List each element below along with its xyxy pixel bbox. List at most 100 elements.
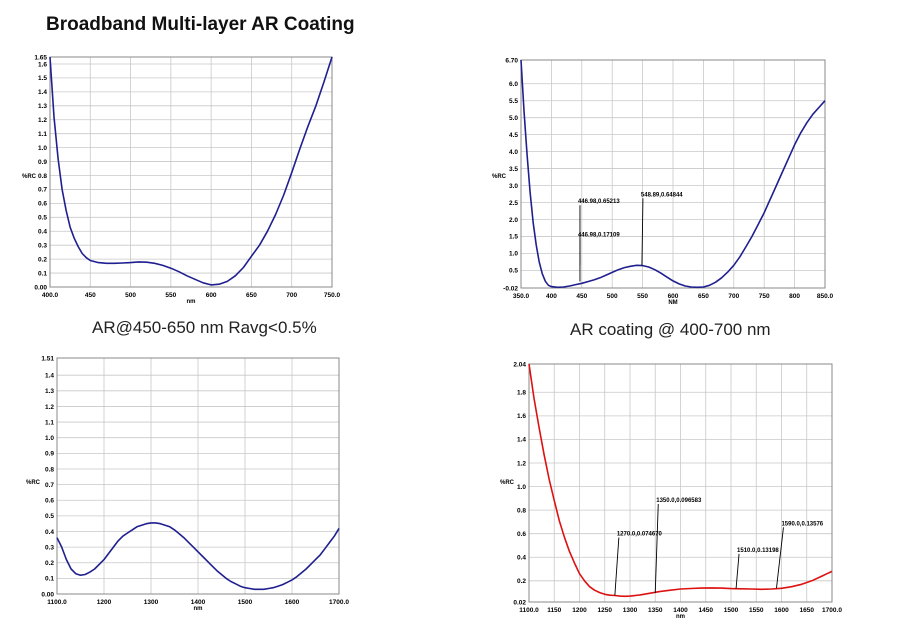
- gridlines: [528, 363, 833, 603]
- y-tick-label: 0.2: [517, 578, 526, 585]
- x-tick-label: 600: [206, 292, 217, 299]
- y-tick-label: 0.00: [41, 591, 54, 598]
- annotation-leader: [614, 537, 620, 596]
- x-tick-label: 650: [698, 293, 709, 300]
- x-tick-label: 550: [165, 292, 176, 299]
- x-tick-label: 1500: [238, 599, 253, 606]
- annotation-leader: [776, 527, 784, 589]
- annotation-label: 446.98,0.65213: [578, 199, 620, 205]
- y-tick-label: 0.00: [34, 284, 47, 291]
- y-tick-label: 0.9: [45, 451, 54, 458]
- y-tick-label: 1.2: [38, 117, 47, 124]
- gridlines: [56, 357, 340, 595]
- y-axis-label: %RC: [22, 174, 37, 180]
- y-axis-label: %RC: [492, 174, 507, 180]
- x-tick-label: 1200: [97, 599, 112, 606]
- x-tick-label: 350.0: [513, 293, 530, 300]
- y-tick-label: 0.2: [45, 560, 54, 567]
- y-tick-label: 0.4: [38, 229, 47, 236]
- x-axis-label: NM: [668, 300, 677, 306]
- y-tick-label: 0.7: [38, 187, 47, 194]
- y-tick-label: 1.51: [41, 355, 54, 362]
- x-tick-label: 1400: [191, 599, 206, 606]
- plot-frame: [520, 59, 826, 289]
- x-tick-label: 850.0: [817, 293, 834, 300]
- x-tick-label: 750: [759, 293, 770, 300]
- y-tick-label: 1.4: [45, 372, 54, 379]
- annotation-label: 548.89,0.64844: [641, 192, 683, 198]
- y-tick-label: 0.1: [38, 270, 47, 277]
- y-tick-label: 1.6: [38, 61, 47, 68]
- y-tick-label: 5.5: [509, 98, 518, 105]
- x-tick-label: 1150: [547, 607, 561, 614]
- x-tick-label: 800: [789, 293, 800, 300]
- x-axis-label: nm: [194, 606, 203, 612]
- annotation-leader: [654, 503, 659, 593]
- reflectance-series-line: [56, 522, 340, 591]
- plot-frame: [49, 56, 333, 288]
- x-tick-label: 700: [728, 293, 739, 300]
- y-tick-label: 0.8: [517, 507, 526, 514]
- y-tick-label: 1.8: [517, 390, 526, 397]
- y-tick-label: 2.0: [509, 217, 518, 224]
- y-tick-label: 0.02: [513, 599, 526, 606]
- plot-frame: [56, 357, 340, 595]
- y-tick-label: 6.0: [509, 81, 518, 88]
- y-tick-label: 0.4: [517, 555, 526, 562]
- x-tick-label: 500: [125, 292, 136, 299]
- y-tick-label: 1.5: [38, 75, 47, 82]
- y-tick-label: 1.4: [38, 89, 47, 96]
- x-tick-label: 1200: [572, 607, 587, 614]
- gridlines: [49, 56, 333, 288]
- y-tick-label: 1.0: [517, 484, 526, 491]
- y-tick-label: 0.5: [38, 215, 47, 222]
- x-tick-label: 750.0: [324, 292, 341, 299]
- y-tick-label: 1.0: [509, 251, 518, 258]
- x-tick-label: 400: [546, 293, 557, 300]
- y-tick-label: 0.6: [38, 201, 47, 208]
- y-axis-label: %RC: [500, 480, 515, 486]
- x-axis-label: nm: [187, 299, 196, 305]
- annotation-label: 1350.0,0.096583: [656, 498, 702, 504]
- x-tick-label: 700: [286, 292, 297, 299]
- x-axis-label: nm: [676, 614, 685, 620]
- y-tick-label: 1.2: [517, 460, 526, 467]
- x-tick-label: 1250: [598, 607, 613, 614]
- coating-caption-broadband: AR coating @ 400-700 nm: [570, 320, 771, 339]
- x-tick-label: 1450: [699, 607, 714, 614]
- y-tick-label: 1.4: [517, 437, 526, 444]
- y-tick-label: 0.5: [509, 268, 518, 275]
- reflectance-series-line: [49, 56, 333, 286]
- annotation-label: 1270.0,0.074670: [617, 532, 663, 538]
- x-tick-label: 1350: [648, 607, 663, 614]
- x-tick-label: 450: [576, 293, 587, 300]
- x-tick-label: 1300: [144, 599, 159, 606]
- y-tick-label: 1.0: [45, 435, 54, 442]
- y-tick-label: 0.9: [38, 159, 47, 166]
- x-tick-label: 600: [668, 293, 679, 300]
- y-tick-label: 1.1: [45, 419, 54, 426]
- reflectance-series-line: [528, 363, 833, 598]
- y-tick-label: 1.1: [38, 131, 47, 138]
- y-tick-label: 1.5: [509, 234, 518, 241]
- y-tick-label: 1.2: [45, 404, 54, 411]
- y-tick-label: 0.7: [45, 482, 54, 489]
- annotation-leader: [641, 198, 644, 266]
- x-tick-label: 1550: [749, 607, 764, 614]
- y-tick-label: 4.5: [509, 132, 518, 139]
- y-tick-label: 0.3: [45, 544, 54, 551]
- y-tick-label: 0.4: [45, 529, 54, 536]
- reflectance-series-line: [520, 59, 826, 289]
- x-tick-label: 1700.0: [329, 599, 349, 606]
- annotation-label: 446.98,0.17109: [578, 233, 620, 239]
- y-tick-label: 1.0: [38, 145, 47, 152]
- y-tick-label: 6.70: [505, 57, 518, 64]
- y-tick-label: 1.3: [45, 388, 54, 395]
- y-tick-label: 1.6: [517, 413, 526, 420]
- y-tick-label: 5.0: [509, 115, 518, 122]
- y-tick-label: 0.6: [45, 498, 54, 505]
- x-tick-label: 1400: [673, 607, 688, 614]
- y-tick-label: 3.0: [509, 183, 518, 190]
- plot-frame: [528, 363, 833, 603]
- x-tick-label: 1700.0: [822, 607, 842, 614]
